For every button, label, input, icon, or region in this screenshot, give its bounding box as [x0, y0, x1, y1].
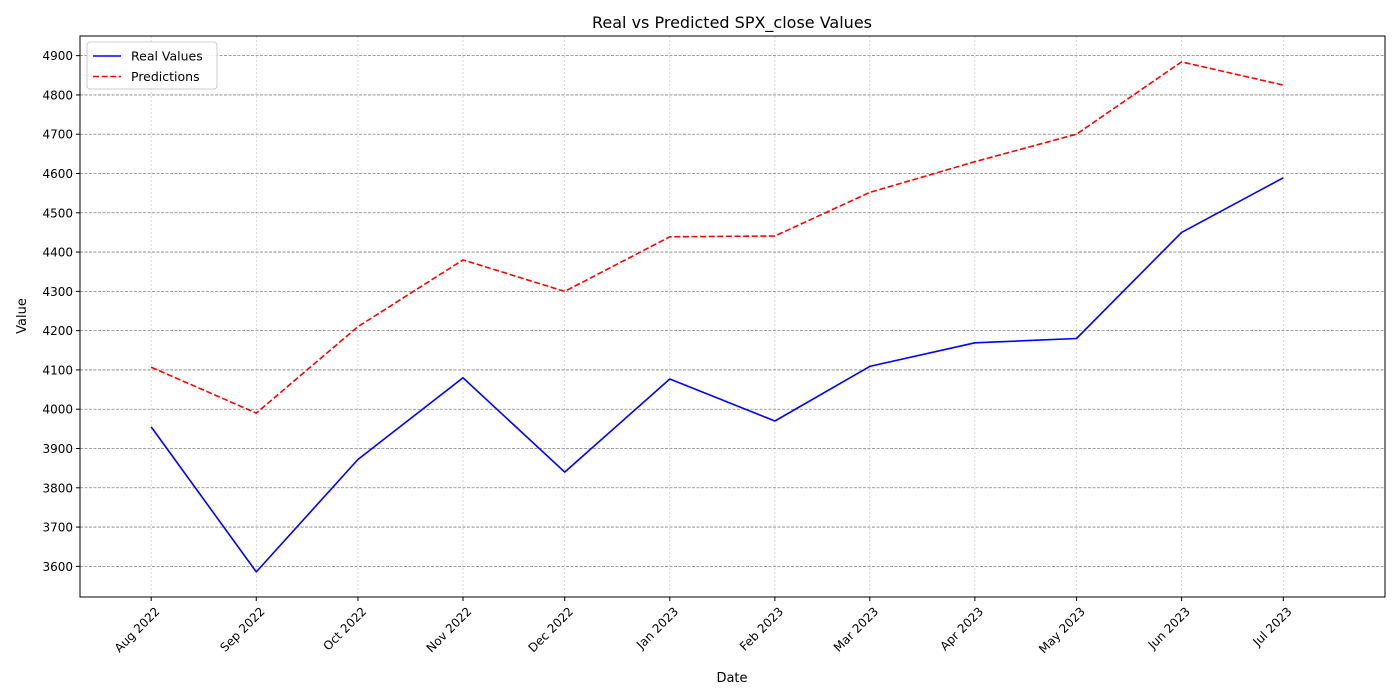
plot-area-frame — [79, 35, 1386, 598]
series-line-0 — [150, 177, 1284, 573]
x-axis: Aug 2022 Sep 2022 Oct 2022 Nov 2022 Dec 2022… — [112, 597, 1295, 656]
x-tick-label: Feb 2023 — [737, 604, 786, 653]
y-tick-label: 3800 — [42, 481, 73, 495]
legend-label-0: Real Values — [131, 49, 203, 64]
y-tick-label: 3900 — [42, 442, 73, 456]
y-axis: 3600 3700 3800 3900 4000 4100 4200 4300 4400 4500… — [42, 49, 80, 574]
y-tick-label: 4800 — [42, 88, 73, 102]
x-tick-label: Jul 2023 — [1250, 604, 1295, 649]
x-tick-label: Jun 2023 — [1145, 604, 1193, 652]
y-tick-label: 4100 — [42, 363, 73, 377]
x-tick-label: Nov 2022 — [424, 604, 475, 655]
series-lines — [150, 61, 1284, 573]
grid — [80, 36, 1385, 597]
y-tick-label: 4200 — [42, 324, 73, 338]
x-axis-label: Date — [716, 671, 747, 686]
y-tick-label: 4000 — [42, 403, 73, 417]
legend-label-1: Predictions — [131, 69, 200, 84]
x-tick-label: Oct 2022 — [320, 604, 369, 653]
x-tick-label: Aug 2022 — [112, 604, 163, 655]
x-tick-label: Mar 2023 — [831, 604, 881, 654]
y-tick-label: 4400 — [42, 246, 73, 260]
y-tick-label: 4600 — [42, 167, 73, 181]
x-tick-label: Apr 2023 — [937, 604, 986, 653]
y-tick-label: 4900 — [42, 49, 73, 63]
y-tick-label: 4700 — [42, 128, 73, 142]
x-tick-label: Dec 2022 — [525, 604, 576, 655]
chart-title: Real vs Predicted SPX_close Values — [592, 13, 872, 33]
x-tick-label: Jan 2023 — [633, 604, 681, 652]
series-line-1 — [150, 61, 1284, 414]
y-tick-label: 3700 — [42, 521, 73, 535]
y-tick-label: 4300 — [42, 285, 73, 299]
x-tick-label: May 2023 — [1036, 604, 1088, 656]
y-axis-label: Value — [15, 298, 30, 334]
legend: Real Values Predictions — [86, 41, 218, 90]
y-tick-label: 4500 — [42, 206, 73, 220]
x-tick-label: Sep 2022 — [217, 604, 267, 654]
y-tick-label: 3600 — [42, 560, 73, 574]
